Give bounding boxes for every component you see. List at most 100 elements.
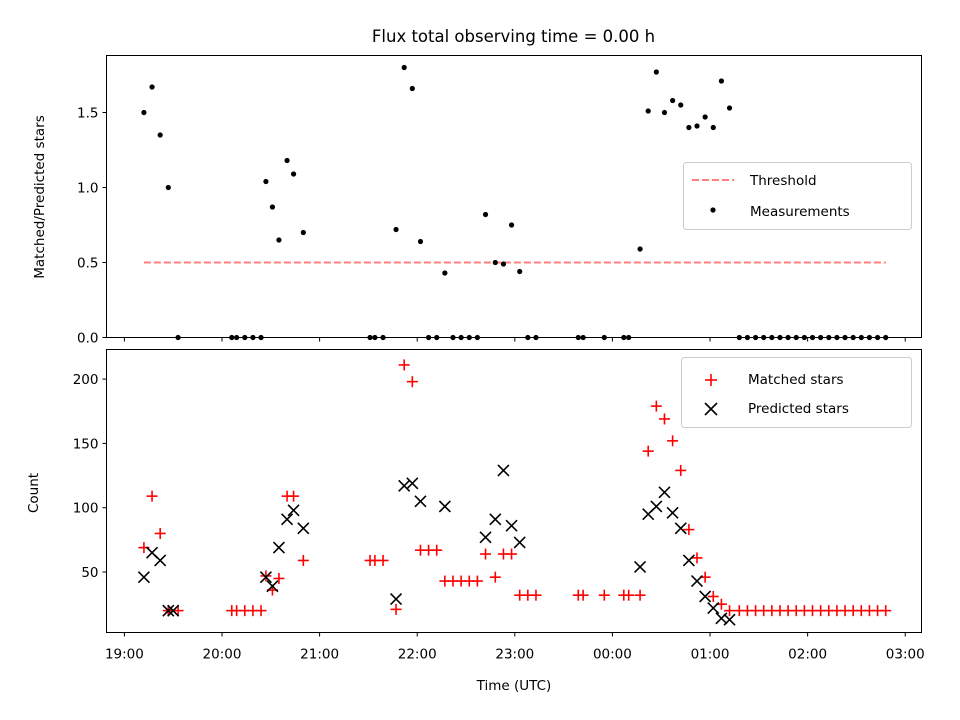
matched-star-point	[480, 548, 492, 560]
measurement-point	[678, 102, 684, 108]
matched-star-point	[398, 359, 410, 371]
matched-star-point	[297, 554, 309, 566]
predicted-star-point	[389, 592, 403, 606]
predicted-star-point	[162, 604, 175, 617]
count-y-tick-label: 50	[81, 565, 98, 581]
measurement-point	[157, 132, 163, 138]
matched-star-point	[623, 589, 635, 601]
measurement-point	[702, 114, 708, 120]
threshold-legend-label: Threshold	[749, 173, 817, 189]
ratio-x-ticks	[123, 337, 906, 342]
count-y-tick-label: 200	[73, 372, 99, 388]
measurement-point	[726, 105, 733, 111]
matched-star-point	[260, 570, 272, 582]
measurements-legend-swatch	[710, 207, 716, 213]
measurement-point	[500, 261, 507, 267]
matched-star-point	[577, 589, 589, 601]
count-y-tick-label: 100	[73, 501, 99, 517]
matched-legend-label: Matched stars	[748, 372, 844, 388]
measurement-point	[492, 259, 498, 266]
measurement-point	[442, 270, 448, 276]
predicted-star-point	[674, 522, 687, 535]
predicted-star-point	[682, 554, 695, 567]
predicted-star-point	[398, 479, 411, 492]
measurement-point	[686, 124, 692, 131]
predicted-star-point	[167, 604, 180, 617]
measurement-point	[269, 204, 276, 210]
x-tick-label: 02:00	[788, 647, 827, 663]
measurement-point	[149, 84, 155, 90]
matched-star-point	[675, 464, 687, 476]
measurement-point	[645, 108, 651, 114]
measurement-point	[482, 211, 489, 218]
ratio-y-tick-label: 0.5	[77, 256, 98, 272]
matched-star-point	[390, 603, 402, 615]
matched-star-point	[530, 589, 542, 601]
matched-star-point	[724, 605, 736, 617]
matched-star-point	[683, 524, 695, 536]
measurement-point	[670, 97, 676, 104]
matched-star-point	[634, 589, 646, 601]
predicted-star-point	[650, 500, 663, 513]
x-tick-label: 20:00	[203, 647, 242, 663]
predicted-star-point	[154, 554, 167, 567]
x-tick-label: 19:00	[105, 647, 144, 663]
measurement-point	[141, 109, 147, 116]
matched-legend-swatch	[705, 374, 717, 386]
ratio-panel-frame	[106, 55, 922, 338]
count-y-axis-label: Count	[26, 473, 42, 513]
ratio-y-axis-label: Matched/Predicted stars	[32, 115, 48, 278]
measurement-point	[300, 229, 306, 236]
count-panel	[137, 359, 892, 626]
measurement-point	[661, 109, 668, 116]
predicted-star-point	[406, 477, 419, 490]
measurement-point	[393, 226, 399, 233]
matched-star-point	[377, 554, 389, 566]
matched-star-point	[658, 413, 670, 425]
ratio-legend: Threshold Measurements	[683, 162, 912, 230]
measurement-point	[284, 157, 290, 164]
matched-star-point	[273, 572, 285, 584]
matched-star-point	[154, 527, 166, 539]
matched-star-point	[146, 490, 158, 502]
count-legend-box	[681, 357, 912, 428]
matched-star-point	[880, 605, 892, 617]
predicted-star-point	[479, 531, 492, 544]
count-panel-frame	[106, 349, 922, 633]
x-tick-label: 00:00	[593, 647, 632, 663]
measurement-point	[508, 222, 515, 228]
matched-star-point	[172, 605, 184, 617]
x-tick-label: 03:00	[886, 647, 925, 663]
predicted-star-point	[699, 590, 712, 603]
predicted-star-point	[287, 504, 300, 517]
predicted-star-point	[690, 574, 704, 588]
count-y-axis: 50 100 150 200	[73, 372, 107, 581]
predicted-star-point	[666, 506, 679, 519]
x-tick-label: 21:00	[300, 647, 339, 663]
matched-star-point	[691, 552, 703, 564]
predicted-star-point	[272, 541, 286, 554]
matched-star-point	[431, 544, 443, 556]
chart-title: Flux total observing time = 0.00 h	[372, 27, 655, 46]
matched-star-point	[255, 605, 267, 617]
matched-star-point	[471, 575, 483, 587]
x-tick-label: 01:00	[691, 647, 730, 663]
matched-star-point	[506, 548, 518, 560]
ratio-legend-box	[683, 162, 912, 230]
predicted-star-point	[513, 536, 526, 549]
matched-star-point	[598, 589, 610, 601]
predicted-star-point	[438, 500, 451, 513]
predicted-star-point	[297, 522, 310, 535]
predicted-star-point	[266, 580, 279, 593]
measurement-point	[290, 171, 297, 177]
predicted-star-point	[707, 601, 720, 615]
measurement-point	[263, 178, 269, 185]
predicted-star-point	[723, 613, 736, 626]
x-tick-label: 23:00	[495, 647, 534, 663]
x-tick-label: 22:00	[398, 647, 437, 663]
predicted-star-point	[259, 571, 272, 584]
matched-star-point	[642, 445, 654, 457]
predicted-star-point	[137, 571, 150, 584]
measurement-point	[417, 238, 424, 245]
matched-star-point	[288, 490, 300, 502]
